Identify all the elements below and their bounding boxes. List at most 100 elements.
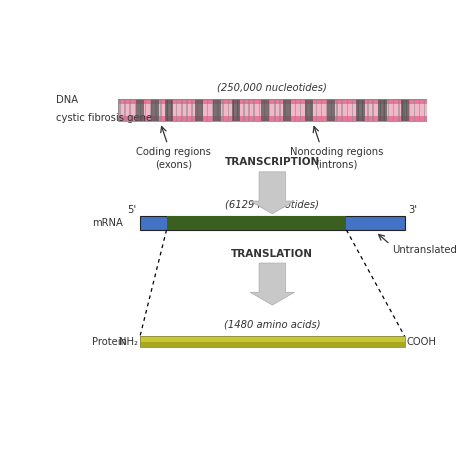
Bar <box>155 99 157 121</box>
Bar <box>142 99 144 121</box>
Bar <box>259 99 260 121</box>
Text: 5': 5' <box>127 205 137 215</box>
Bar <box>367 99 369 121</box>
Bar <box>191 99 193 121</box>
FancyArrow shape <box>250 172 294 214</box>
Bar <box>380 99 383 121</box>
Bar <box>283 99 285 121</box>
Bar <box>166 216 346 230</box>
Text: Noncoding regions
(introns): Noncoding regions (introns) <box>290 147 383 169</box>
Bar <box>124 99 126 121</box>
Text: (250,000 nucleotides): (250,000 nucleotides) <box>218 82 327 92</box>
Bar <box>140 99 141 121</box>
Bar <box>406 99 409 121</box>
Bar <box>327 99 329 121</box>
Bar <box>156 99 159 121</box>
Bar <box>228 99 229 121</box>
Bar <box>118 99 427 104</box>
Text: cystic fibrosis gene: cystic fibrosis gene <box>55 113 152 123</box>
Bar <box>285 99 287 121</box>
Bar <box>383 99 384 121</box>
Bar <box>217 99 219 121</box>
Bar <box>378 99 381 121</box>
Bar <box>269 99 271 121</box>
Bar <box>118 99 427 121</box>
Bar <box>140 99 142 121</box>
Bar <box>267 99 269 121</box>
Bar <box>213 99 215 121</box>
Bar <box>409 99 410 121</box>
Bar <box>263 99 265 121</box>
Text: Coding regions
(exons): Coding regions (exons) <box>136 147 210 169</box>
Bar <box>307 99 309 121</box>
Bar <box>360 99 363 121</box>
Bar <box>331 99 333 121</box>
Bar <box>140 342 405 347</box>
Bar <box>402 99 404 121</box>
Bar <box>165 99 168 121</box>
Bar <box>362 99 364 121</box>
Bar <box>414 99 415 121</box>
Bar <box>289 99 291 121</box>
Bar <box>236 99 238 121</box>
Bar <box>197 99 199 121</box>
Bar <box>373 99 374 121</box>
Bar <box>310 99 312 121</box>
Bar <box>274 99 276 121</box>
Bar <box>231 99 234 121</box>
Bar <box>419 99 420 121</box>
Bar <box>197 99 198 121</box>
Bar <box>287 99 289 121</box>
Text: TRANSCRIPTION: TRANSCRIPTION <box>225 157 320 167</box>
Bar <box>140 336 405 347</box>
Bar <box>383 99 385 121</box>
Bar <box>212 99 214 121</box>
Bar <box>238 99 239 121</box>
Bar <box>405 99 407 121</box>
Bar <box>398 99 400 121</box>
Bar <box>329 99 331 121</box>
Text: (6129 nucleotides): (6129 nucleotides) <box>225 200 319 210</box>
Bar <box>309 99 311 121</box>
Bar <box>401 99 403 121</box>
Bar <box>403 99 405 121</box>
Bar <box>199 99 201 121</box>
Bar <box>295 99 296 121</box>
Bar <box>261 99 263 121</box>
Bar <box>346 99 348 121</box>
Bar <box>136 99 138 121</box>
Bar <box>140 216 405 230</box>
Bar <box>393 99 394 121</box>
Text: Protein: Protein <box>92 337 128 346</box>
Bar <box>155 99 157 121</box>
Bar <box>138 99 140 121</box>
Bar <box>356 99 359 121</box>
Bar <box>254 99 255 121</box>
Bar <box>201 99 203 121</box>
Bar <box>311 99 313 121</box>
Bar <box>219 99 221 121</box>
Bar <box>171 99 173 121</box>
Bar <box>326 99 328 121</box>
Bar <box>300 99 301 121</box>
Bar <box>352 99 353 121</box>
Bar <box>222 99 224 121</box>
Bar <box>358 99 360 121</box>
Text: DNA: DNA <box>55 95 78 105</box>
Bar <box>362 99 365 121</box>
Bar <box>388 99 389 121</box>
Bar <box>237 99 240 121</box>
Bar <box>176 99 177 121</box>
Bar <box>336 99 337 121</box>
Bar <box>333 99 335 121</box>
Bar <box>181 99 182 121</box>
Bar <box>151 99 153 121</box>
Bar <box>153 99 155 121</box>
Bar <box>195 99 197 121</box>
FancyArrow shape <box>250 263 294 305</box>
Bar <box>129 99 131 121</box>
Bar <box>290 99 291 121</box>
Bar <box>316 99 317 121</box>
Bar <box>140 336 405 342</box>
Bar <box>284 99 286 121</box>
